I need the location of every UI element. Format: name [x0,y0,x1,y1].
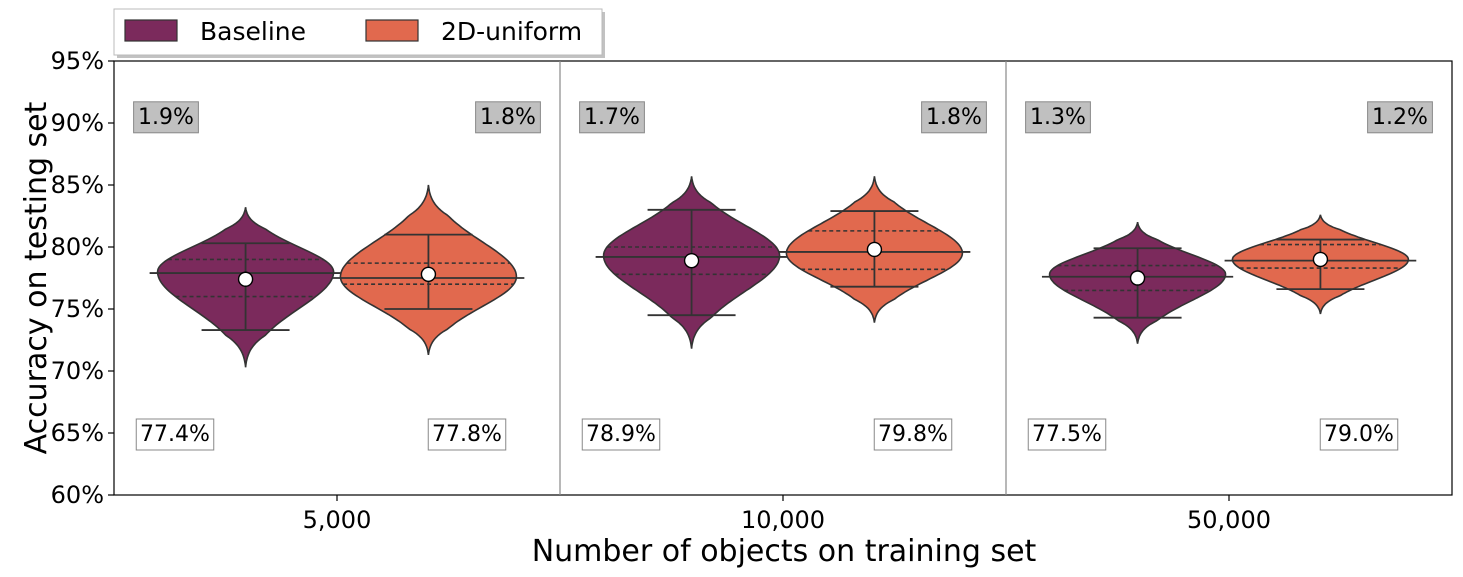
y-tick-label: 70% [51,357,104,385]
violin-baseline-2 [1041,222,1234,344]
violin-baseline-0 [149,207,342,368]
y-tick-label: 90% [51,109,104,137]
std-label-baseline-2-text: 1.3% [1030,105,1086,130]
mean-label-baseline-0-box [135,418,215,451]
violin-2d-uniform-0 [332,184,525,356]
legend: Baseline 2D-uniform [113,8,605,58]
mean-marker [683,252,700,269]
mean-label-2d-uniform-2-text: 79.0% [1324,422,1394,447]
mean-label-2d-uniform-2: 79.0% [1319,418,1399,451]
mean-marker [1312,251,1329,268]
legend-label-1: 2D-uniform [441,17,582,46]
mean-marker [237,271,254,287]
x-tick-label: 10,000 [741,506,825,534]
mean-label-baseline-2-text: 77.5% [1032,422,1102,447]
std-label-baseline-0-box [133,101,199,134]
std-label-baseline-1: 1.7% [579,101,645,134]
legend-label-0: Baseline [200,17,306,46]
std-label-2d-uniform-0-box [475,101,541,134]
mean-label-2d-uniform-2-box [1319,418,1399,451]
mean-label-baseline-2-box [1027,418,1107,451]
std-label-2d-uniform-2-text: 1.2% [1372,105,1428,130]
std-label-2d-uniform-2: 1.2% [1367,101,1433,134]
violin-2d-uniform-1 [778,176,971,323]
mean-label-baseline-1-box [581,418,661,451]
mean-label-2d-uniform-1-box [873,418,953,451]
std-label-2d-uniform-1: 1.8% [921,101,987,134]
mean-label-baseline-1-text: 78.9% [586,422,656,447]
std-label-baseline-0-text: 1.9% [138,105,194,130]
mean-label-2d-uniform-1: 79.8% [873,418,953,451]
legend-swatch-0 [124,19,178,42]
std-label-baseline-2: 1.3% [1025,101,1091,134]
std-label-baseline-2-box [1025,101,1091,134]
x-tick-label: 5,000 [303,506,372,534]
y-axis-label: Accuracy on testing set [19,101,54,454]
violin-baseline-1 [595,176,788,349]
y-tick-label: 65% [51,419,104,447]
std-label-2d-uniform-1-box [921,101,987,134]
mean-label-2d-uniform-0-box [427,418,507,451]
mean-marker [1129,270,1146,286]
legend-swatch-1 [365,19,419,42]
std-label-2d-uniform-0: 1.8% [475,101,541,134]
y-tick-label: 60% [51,481,104,509]
mean-label-baseline-0-text: 77.4% [140,422,210,447]
mean-marker [420,266,437,282]
std-label-baseline-1-text: 1.7% [584,105,640,130]
mean-label-2d-uniform-1-text: 79.8% [878,422,948,447]
std-label-2d-uniform-1-text: 1.8% [926,105,982,130]
mean-label-2d-uniform-0-text: 77.8% [432,422,502,447]
violin-2d-uniform-2 [1224,214,1417,315]
std-label-baseline-0: 1.9% [133,101,199,134]
mean-label-2d-uniform-0: 77.8% [427,418,507,451]
y-tick-label: 95% [51,47,104,75]
y-tick-label: 75% [51,295,104,323]
mean-label-baseline-1: 78.9% [581,418,661,451]
std-label-2d-uniform-0-text: 1.8% [480,105,536,130]
mean-label-baseline-0: 77.4% [135,418,215,451]
std-label-2d-uniform-2-box [1367,101,1433,134]
mean-label-baseline-2: 77.5% [1027,418,1107,451]
plot-area: 60% 65% 70% 75% 80% 85% 90% 95% 5,000 10,000 50,00… [51,47,1453,534]
y-tick-label: 85% [51,171,104,199]
x-axis-label: Number of objects on training set [532,534,1037,569]
std-label-baseline-1-box [579,101,645,134]
legend-frame [113,8,603,56]
mean-marker [866,241,883,258]
y-tick-label: 80% [51,233,104,261]
x-tick-label: 50,000 [1187,506,1271,534]
